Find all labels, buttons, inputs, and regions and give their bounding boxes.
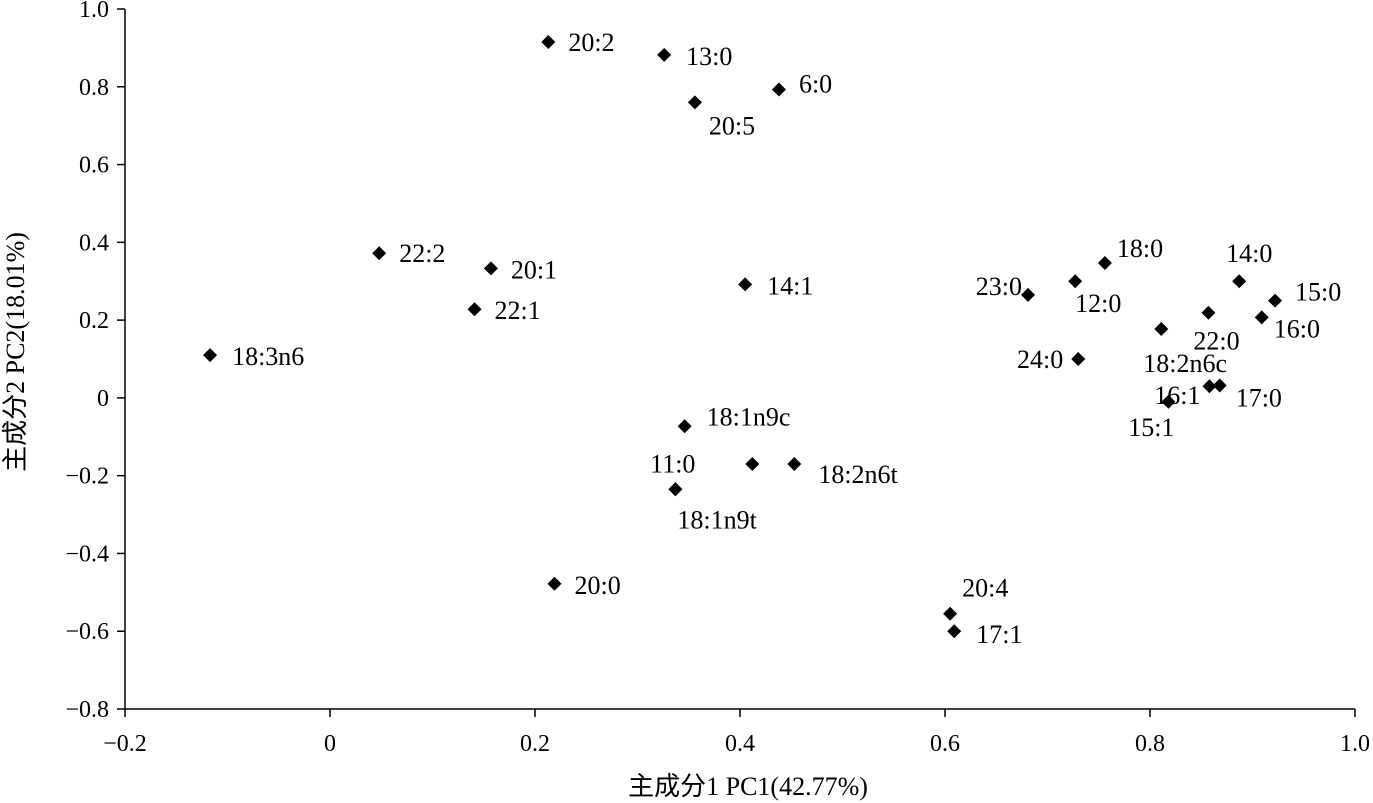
- point-label: 22:1: [495, 296, 541, 325]
- data-point: [1201, 305, 1216, 320]
- data-point: [745, 457, 760, 471]
- data-point: [1068, 274, 1083, 289]
- point-label: 18:3n6: [232, 342, 304, 371]
- point-label: 18:1n9c: [707, 402, 791, 431]
- data-point: [1021, 287, 1036, 302]
- point-label: 18:1n9t: [677, 505, 757, 534]
- y-tick-label: 0.6: [79, 153, 109, 179]
- x-tick-label: −0.2: [103, 731, 147, 757]
- x-tick-label: 1.0: [1340, 731, 1370, 757]
- data-point: [541, 35, 556, 50]
- point-label: 23:0: [976, 272, 1022, 301]
- data-point: [687, 95, 702, 110]
- data-point: [1202, 379, 1217, 394]
- data-point: [1154, 322, 1169, 337]
- point-label: 15:0: [1295, 278, 1341, 307]
- y-tick-label: 0.8: [79, 75, 109, 101]
- data-point: [547, 576, 562, 591]
- point-label: 16:0: [1274, 314, 1320, 343]
- point-label: 14:0: [1226, 239, 1272, 268]
- point-label: 17:1: [976, 620, 1022, 649]
- data-point: [1268, 293, 1283, 308]
- y-axis-title: 主成分2 PC2(18.01%): [1, 232, 30, 472]
- y-tick-label: 1.0: [79, 0, 109, 23]
- data-point: [771, 82, 786, 97]
- y-tick-label: −0.6: [65, 619, 109, 645]
- data-point: [943, 606, 958, 621]
- point-label: 18:0: [1117, 234, 1163, 263]
- data-point: [677, 419, 692, 434]
- point-label: 15:1: [1128, 413, 1174, 442]
- data-point: [1232, 274, 1247, 289]
- point-label: 16:1: [1154, 381, 1200, 410]
- point-label: 12:0: [1075, 289, 1121, 318]
- point-label: 22:0: [1193, 327, 1239, 356]
- data-point: [372, 246, 387, 261]
- point-label: 6:0: [799, 70, 832, 99]
- x-tick-label: 0.6: [930, 731, 960, 757]
- point-label: 18:2n6c: [1143, 349, 1227, 378]
- data-point: [467, 302, 482, 317]
- y-tick-label: −0.8: [65, 697, 109, 723]
- x-axis-title: 主成分1 PC1(42.77%): [628, 772, 868, 801]
- point-label: 11:0: [650, 449, 695, 478]
- point-label: 20:5: [709, 111, 755, 140]
- data-point: [668, 482, 683, 497]
- point-label: 17:0: [1236, 383, 1282, 412]
- data-point: [1212, 378, 1227, 393]
- x-tick-label: 0.2: [520, 731, 550, 757]
- point-label: 20:4: [962, 574, 1008, 603]
- data-point: [1161, 394, 1176, 409]
- y-tick-label: 0.4: [79, 230, 109, 256]
- y-tick-label: 0: [97, 386, 109, 412]
- point-label: 20:0: [574, 571, 620, 600]
- point-label: 14:1: [767, 271, 813, 300]
- data-point: [203, 348, 218, 363]
- data-point: [483, 261, 498, 276]
- y-tick-label: 0.2: [79, 308, 109, 334]
- y-tick-label: −0.2: [65, 464, 109, 490]
- y-tick-label: −0.4: [65, 541, 109, 567]
- x-tick-label: 0: [324, 731, 336, 757]
- point-label: 22:2: [399, 239, 445, 268]
- point-label: 13:0: [686, 42, 732, 71]
- data-point: [1097, 255, 1112, 270]
- data-point: [738, 277, 753, 292]
- x-tick-label: 0.4: [725, 731, 755, 757]
- data-points: [203, 35, 1283, 639]
- point-labels: 20:2 13:0 6:0 20:5 22:2 20:1 22:1 18:3n6 14:1 18:…: [232, 28, 1341, 649]
- point-label: 20:2: [568, 28, 614, 57]
- x-tick-label: 0.8: [1135, 731, 1165, 757]
- point-label: 20:1: [511, 255, 557, 284]
- data-point: [947, 624, 962, 639]
- point-label: 18:2n6t: [818, 460, 898, 489]
- data-point: [787, 457, 802, 471]
- tick-group: 1.0 0.8 0.6 0.4 0.2 0 −0.2 −0.4 −0.6 −0.8 −0.2 0 0.2…: [65, 0, 1370, 757]
- point-label: 24:0: [1017, 345, 1063, 374]
- data-point: [657, 47, 672, 62]
- data-point: [1254, 310, 1269, 325]
- data-point: [1071, 352, 1086, 366]
